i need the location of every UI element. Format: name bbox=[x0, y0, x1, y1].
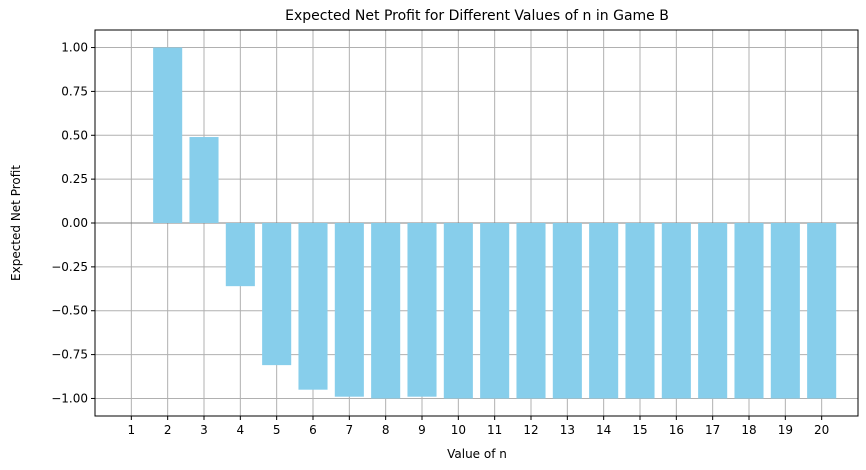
x-tick-label: 14 bbox=[596, 423, 611, 437]
bar-6 bbox=[298, 223, 328, 390]
y-tick-label: 0.50 bbox=[61, 128, 88, 142]
x-tick-label: 11 bbox=[487, 423, 502, 437]
bar-11 bbox=[480, 223, 510, 399]
x-tick-label: 7 bbox=[346, 423, 354, 437]
bar-16 bbox=[661, 223, 691, 399]
bar-13 bbox=[552, 223, 582, 399]
x-tick-label: 18 bbox=[741, 423, 756, 437]
x-axis: 1 2 3 4 5 6 7 8 9 10 11 12 13 14 15 16 17 18 19 20 bbox=[128, 416, 829, 437]
x-tick-label: 1 bbox=[128, 423, 136, 437]
y-tick-label: 0.75 bbox=[61, 84, 88, 98]
y-tick-label: −0.25 bbox=[51, 260, 88, 274]
x-tick-label: 3 bbox=[200, 423, 208, 437]
chart-title: Expected Net Profit for Different Values… bbox=[285, 8, 669, 24]
x-tick-label: 13 bbox=[560, 423, 575, 437]
bars bbox=[153, 47, 837, 399]
bar-4 bbox=[225, 223, 255, 287]
x-tick-label: 19 bbox=[778, 423, 793, 437]
bar-14 bbox=[589, 223, 619, 399]
x-tick-label: 5 bbox=[273, 423, 281, 437]
x-tick-label: 12 bbox=[523, 423, 538, 437]
bar-3 bbox=[189, 137, 219, 223]
y-axis-label: Expected Net Profit bbox=[9, 165, 23, 281]
x-tick-label: 17 bbox=[705, 423, 720, 437]
y-tick-label: −0.75 bbox=[51, 348, 88, 362]
x-tick-label: 10 bbox=[451, 423, 466, 437]
bar-2 bbox=[153, 47, 183, 223]
x-tick-label: 6 bbox=[309, 423, 317, 437]
y-axis: −1.00 −0.75 −0.50 −0.25 0.00 0.25 0.50 0.75 1.00 bbox=[51, 41, 95, 405]
x-tick-label: 8 bbox=[382, 423, 390, 437]
bar-9 bbox=[407, 223, 437, 397]
x-tick-label: 20 bbox=[814, 423, 829, 437]
y-tick-label: −1.00 bbox=[51, 391, 88, 405]
bar-12 bbox=[516, 223, 546, 399]
x-tick-label: 2 bbox=[164, 423, 172, 437]
bar-7 bbox=[334, 223, 364, 397]
bar-19 bbox=[770, 223, 800, 399]
y-tick-label: 0.25 bbox=[61, 172, 88, 186]
bar-20 bbox=[807, 223, 837, 399]
y-tick-label: −0.50 bbox=[51, 304, 88, 318]
y-tick-label: 1.00 bbox=[61, 41, 88, 55]
x-tick-label: 9 bbox=[418, 423, 426, 437]
x-tick-label: 4 bbox=[237, 423, 245, 437]
bar-10 bbox=[443, 223, 473, 399]
y-tick-label: 0.00 bbox=[61, 216, 88, 230]
x-axis-label: Value of n bbox=[447, 447, 507, 461]
x-tick-label: 15 bbox=[632, 423, 647, 437]
x-tick-label: 16 bbox=[669, 423, 684, 437]
bar-17 bbox=[698, 223, 728, 399]
bar-18 bbox=[734, 223, 764, 399]
bar-5 bbox=[262, 223, 292, 366]
bar-15 bbox=[625, 223, 655, 399]
bar-8 bbox=[371, 223, 401, 399]
